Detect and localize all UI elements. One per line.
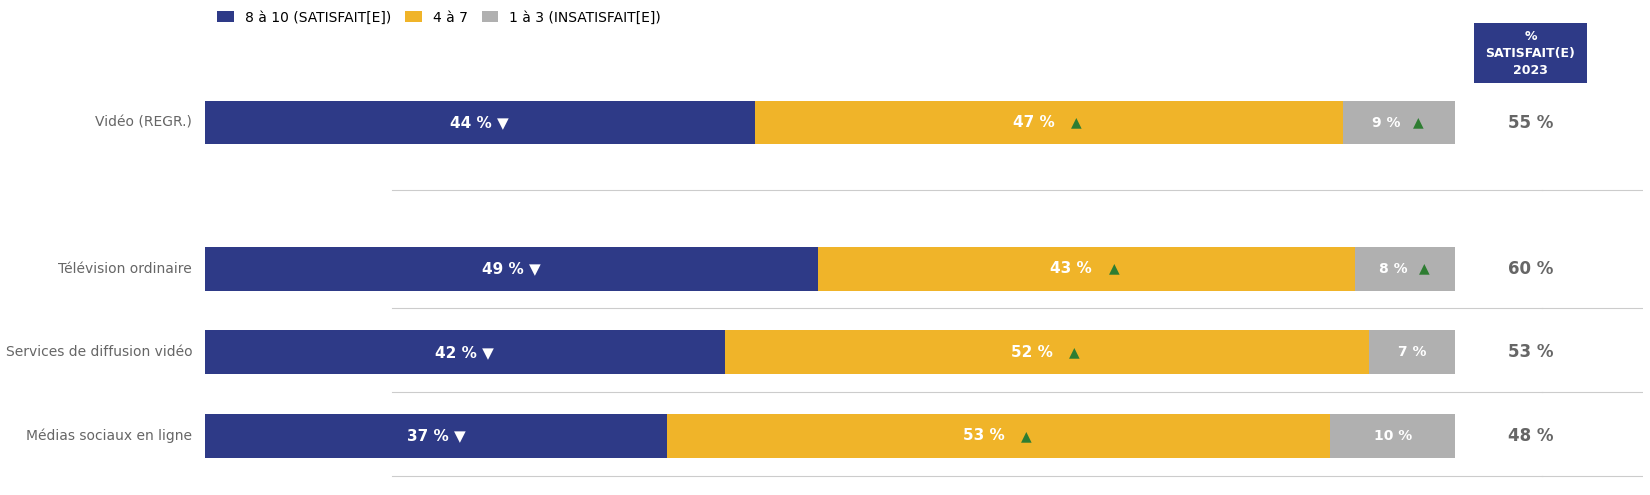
Text: 8 %: 8 %	[1379, 262, 1407, 276]
Text: 55 %: 55 %	[1508, 113, 1553, 132]
Bar	[205, 330, 724, 374]
Text: Services de diffusion vidéo: Services de diffusion vidéo	[5, 346, 191, 359]
FancyBboxPatch shape	[1473, 23, 1587, 83]
Text: 48 %: 48 %	[1508, 427, 1553, 445]
Text: 37 % ▼: 37 % ▼	[406, 428, 465, 444]
Bar	[1330, 414, 1455, 458]
Text: 44 % ▼: 44 % ▼	[450, 115, 510, 130]
Bar	[205, 100, 756, 145]
Text: 60 %: 60 %	[1508, 260, 1553, 278]
Bar	[668, 414, 1330, 458]
Bar	[205, 247, 817, 291]
Text: ▲: ▲	[1021, 429, 1031, 443]
Text: Télévision ordinaire: Télévision ordinaire	[58, 262, 191, 276]
Text: ▲: ▲	[1412, 115, 1424, 130]
Text: 49 % ▼: 49 % ▼	[482, 261, 541, 276]
Text: Médias sociaux en ligne: Médias sociaux en ligne	[26, 429, 191, 443]
Text: 42 % ▼: 42 % ▼	[436, 345, 495, 360]
Text: 53 %: 53 %	[964, 428, 1010, 444]
Text: Vidéo (REGR.): Vidéo (REGR.)	[96, 115, 191, 130]
Text: 7 %: 7 %	[1398, 346, 1426, 359]
Text: 10 %: 10 %	[1374, 429, 1412, 443]
Bar	[756, 100, 1343, 145]
Text: 53 %: 53 %	[1508, 343, 1553, 361]
Text: ▲: ▲	[1069, 346, 1079, 359]
Text: ▲: ▲	[1419, 262, 1429, 276]
Legend: 8 à 10 (SATISFAIT[E]), 4 à 7, 1 à 3 (INSATISFAIT[E]): 8 à 10 (SATISFAIT[E]), 4 à 7, 1 à 3 (INS…	[211, 5, 667, 30]
Text: 9 %: 9 %	[1373, 115, 1401, 130]
Bar	[1343, 100, 1455, 145]
Text: 52 %: 52 %	[1011, 345, 1058, 360]
Text: 43 %: 43 %	[1051, 261, 1097, 276]
Bar	[1355, 247, 1455, 291]
Text: %
SATISFAIT(E)
2023: % SATISFAIT(E) 2023	[1485, 30, 1576, 77]
Text: 47 %: 47 %	[1013, 115, 1059, 130]
Text: ▲: ▲	[1109, 262, 1119, 276]
Bar	[817, 247, 1355, 291]
Bar	[724, 330, 1370, 374]
Text: ▲: ▲	[1071, 115, 1082, 130]
Bar	[1370, 330, 1455, 374]
Bar	[205, 414, 668, 458]
